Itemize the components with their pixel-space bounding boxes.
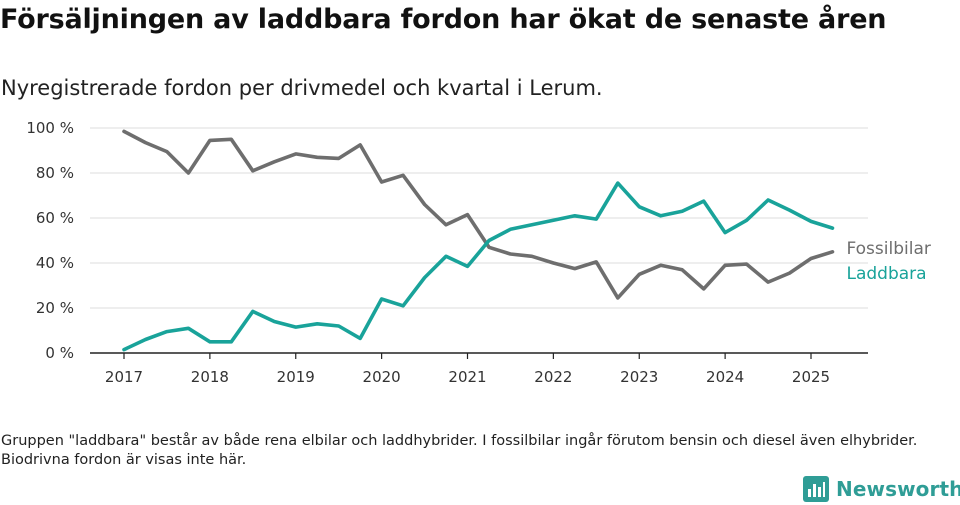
x-tick-label: 2024	[706, 368, 744, 386]
chart-footnote: Gruppen "laddbara" består av både rena e…	[1, 433, 918, 468]
chart-title: Försäljningen av laddbara fordon har öka…	[0, 4, 887, 35]
bar-chart-logo-icon	[803, 476, 829, 502]
brand-name: Newsworthy	[836, 477, 960, 501]
chart-subtitle: Nyregistrerade fordon per drivmedel och …	[1, 76, 603, 100]
fossilbilar-label: Fossilbilar	[846, 239, 930, 259]
series-labels: Fossilbilar Laddbara	[846, 239, 930, 284]
newsworthy-brand[interactable]: Newsworthy	[803, 474, 960, 504]
laddbara-label: Laddbara	[846, 264, 926, 284]
laddbara-line	[122, 181, 835, 352]
y-tick-label: 40 %	[36, 254, 74, 272]
series-lines	[122, 129, 835, 352]
x-tick-label: 2019	[277, 368, 315, 386]
y-tick-label: 80 %	[36, 164, 74, 182]
y-axis: 0 % 20 % 40 % 60 % 80 % 100 %	[26, 119, 74, 362]
x-axis: 2017 2018 2019 2020 2021 2022 2023 2024 2025	[90, 352, 868, 386]
y-tick-label: 0 %	[45, 344, 74, 362]
y-tick-label: 60 %	[36, 209, 74, 227]
fossilbilar-line	[122, 129, 835, 300]
y-tick-label: 20 %	[36, 299, 74, 317]
line-chart: 0 % 20 % 40 % 60 % 80 % 100 % 2017 2018 2019 202…	[26, 119, 931, 386]
x-tick-label: 2025	[792, 368, 830, 386]
x-tick-label: 2020	[363, 368, 401, 386]
y-tick-label: 100 %	[26, 119, 74, 137]
x-tick-label: 2022	[534, 368, 572, 386]
x-tick-label: 2017	[105, 368, 143, 386]
x-tick-label: 2018	[191, 368, 229, 386]
x-tick-label: 2023	[620, 368, 658, 386]
x-tick-label: 2021	[448, 368, 486, 386]
